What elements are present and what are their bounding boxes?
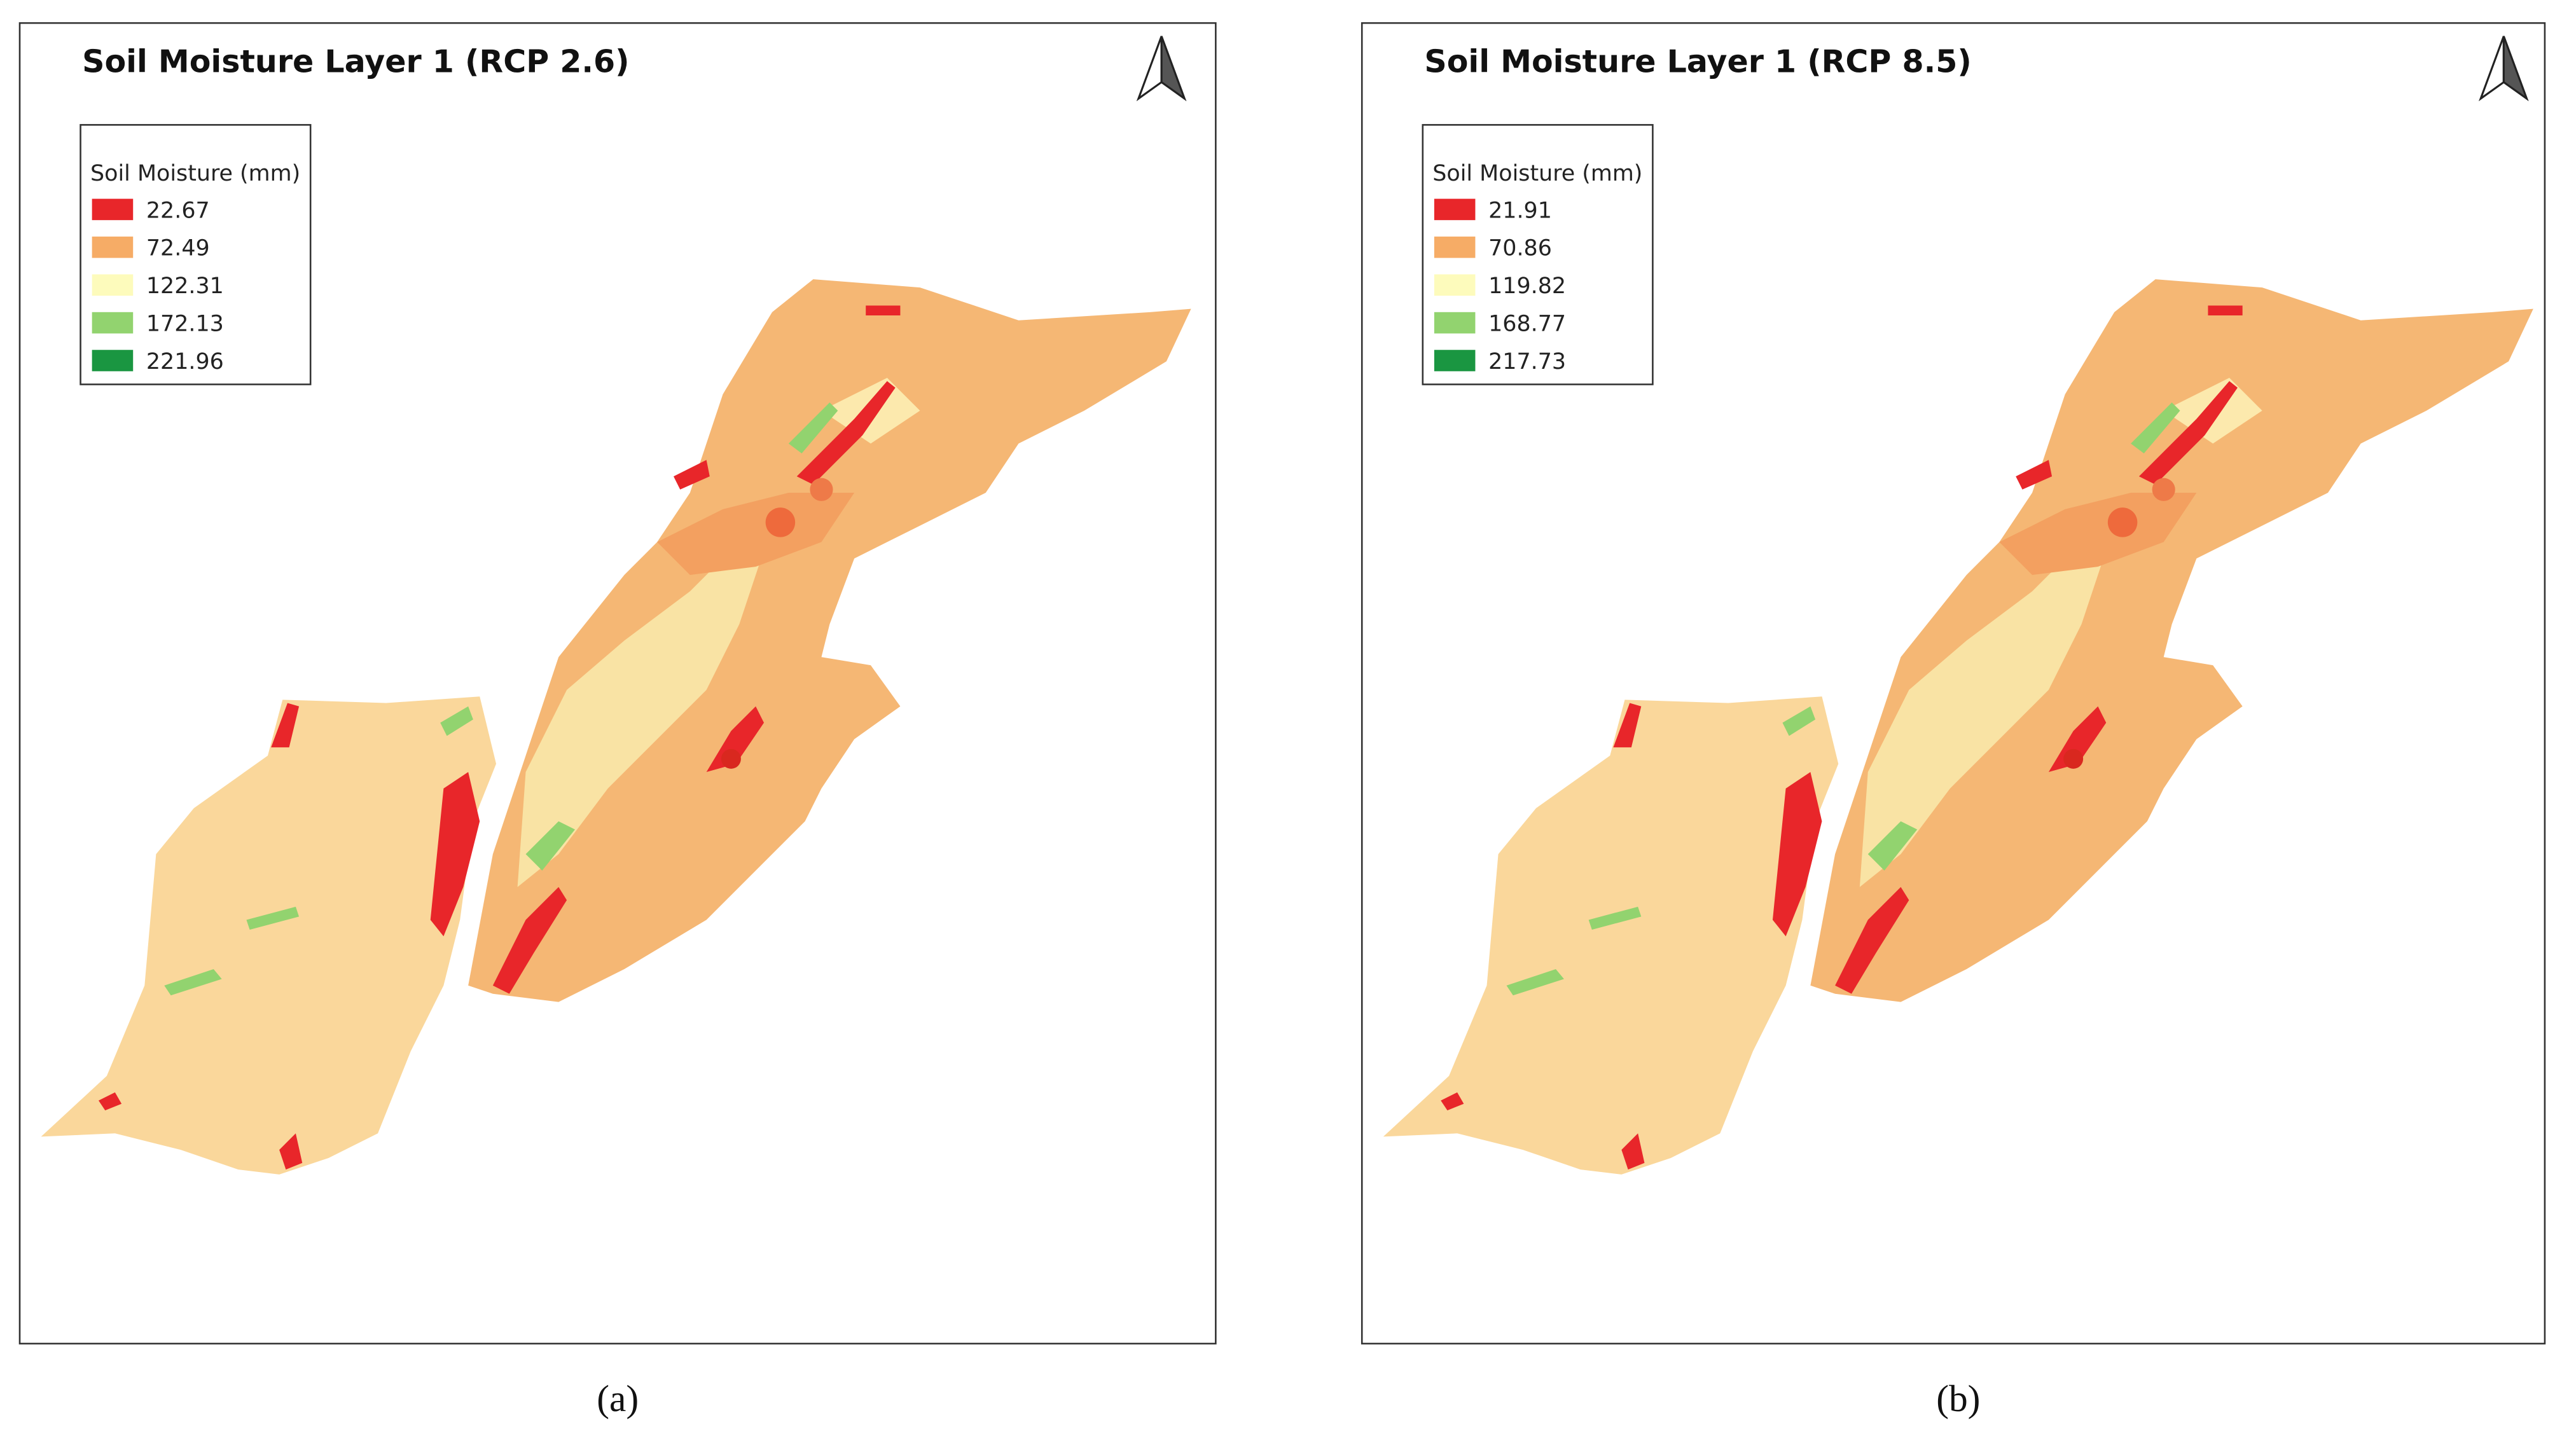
legend-title: Soil Moisture (mm) <box>90 161 300 186</box>
legend-swatch <box>1434 350 1476 371</box>
legend-label: 70.86 <box>1488 236 1552 261</box>
legend-label: 168.77 <box>1488 312 1566 337</box>
legend-swatch <box>92 274 134 296</box>
map-title: Soil Moisture Layer 1 (RCP 8.5) <box>1424 43 1971 80</box>
legend-label: 122.31 <box>146 273 224 299</box>
legend-swatch <box>92 198 134 221</box>
legend-label: 22.67 <box>146 198 210 223</box>
legend-label: 217.73 <box>1488 349 1566 375</box>
legend-swatch <box>1434 198 1476 221</box>
map-title: Soil Moisture Layer 1 (RCP 2.6) <box>82 43 629 80</box>
legend-swatch <box>92 236 134 258</box>
legend-title: Soil Moisture (mm) <box>1432 161 1642 186</box>
legend-label: 21.91 <box>1488 198 1552 223</box>
legend-swatch <box>1434 312 1476 334</box>
legend-label: 172.13 <box>146 312 224 337</box>
legend-label: 119.82 <box>1488 273 1566 299</box>
caption: (b) <box>1936 1377 1980 1419</box>
caption: (a) <box>597 1377 639 1419</box>
legend-swatch <box>92 350 134 371</box>
legend-label: 221.96 <box>146 349 224 375</box>
legend-swatch <box>1434 236 1476 258</box>
legend-swatch <box>92 312 134 334</box>
legend-label: 72.49 <box>146 236 210 261</box>
legend-swatch <box>1434 274 1476 296</box>
